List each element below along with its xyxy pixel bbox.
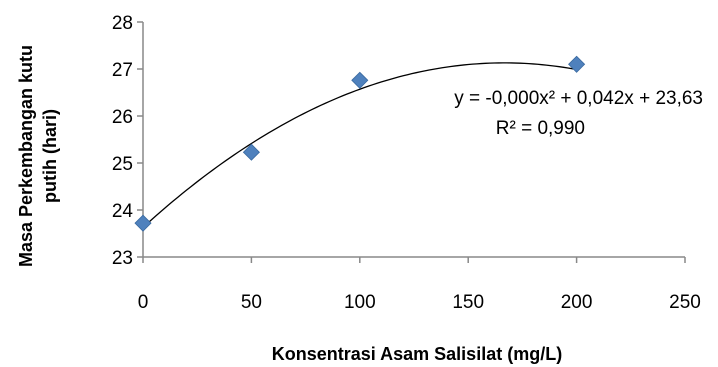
y-tick-label: 23: [112, 248, 133, 269]
x-tick-label: 50: [241, 292, 262, 313]
y-axis-title: Masa Perkembangan kutu putih (hari): [16, 45, 60, 267]
data-point-marker: [568, 55, 586, 73]
data-point-marker: [242, 143, 260, 161]
trendline: [142, 62, 577, 228]
data-point-marker: [134, 214, 152, 232]
x-tick-label: 250: [669, 292, 701, 313]
x-axis-title: Konsentrasi Asam Salisilat (mg/L): [272, 344, 562, 364]
data-points: [134, 55, 586, 232]
y-tick-label: 24: [112, 201, 134, 222]
x-tick-label: 100: [344, 292, 376, 313]
x-tick-label: 0: [138, 292, 149, 313]
x-tick-label: 200: [561, 292, 593, 313]
y-tick-label: 28: [112, 13, 133, 34]
trendline-r2: R² = 0,990: [496, 118, 585, 139]
y-tick-label: 26: [112, 107, 133, 128]
y-tick-label: 25: [112, 154, 133, 175]
x-tick-group: 0 50 100 150 200 250: [138, 257, 701, 313]
y-axis-title-line-1: Masa Perkembangan kutu: [16, 45, 36, 267]
y-tick-group: 23 24 25 26 27 28: [112, 13, 143, 269]
y-axis-title-line-2: putih (hari): [40, 109, 60, 203]
trendline-equation: y = -0,000x² + 0,042x + 23,63: [454, 88, 703, 109]
axes: [142, 22, 685, 258]
data-point-marker: [351, 71, 369, 89]
y-tick-label: 27: [112, 60, 133, 81]
x-tick-label: 150: [452, 292, 484, 313]
